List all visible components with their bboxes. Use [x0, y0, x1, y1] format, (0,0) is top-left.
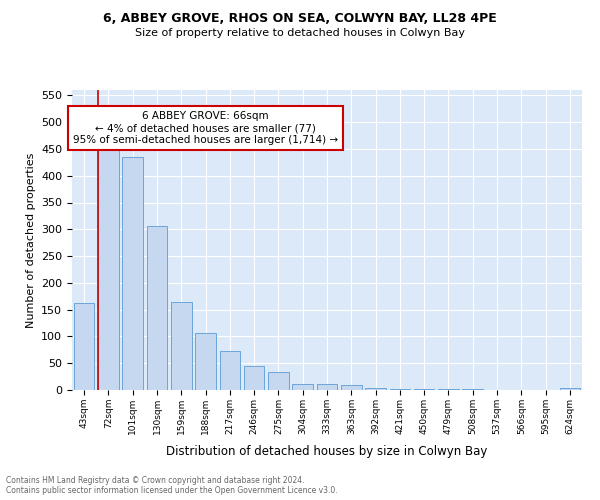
Bar [220, 351, 240, 390]
Bar [268, 372, 289, 390]
Y-axis label: Number of detached properties: Number of detached properties [26, 152, 35, 328]
Bar [171, 302, 191, 390]
Bar [317, 384, 337, 390]
Bar [195, 333, 216, 390]
Bar [122, 157, 143, 390]
Text: Size of property relative to detached houses in Colwyn Bay: Size of property relative to detached ho… [135, 28, 465, 38]
Bar [98, 149, 119, 390]
Bar [365, 388, 386, 390]
Bar [341, 385, 362, 390]
Bar [560, 388, 580, 390]
Bar [244, 366, 265, 390]
Text: Contains HM Land Registry data © Crown copyright and database right 2024.
Contai: Contains HM Land Registry data © Crown c… [6, 476, 338, 495]
Bar [292, 384, 313, 390]
Bar [389, 389, 410, 390]
Bar [74, 302, 94, 390]
Text: 6 ABBEY GROVE: 66sqm
← 4% of detached houses are smaller (77)
95% of semi-detach: 6 ABBEY GROVE: 66sqm ← 4% of detached ho… [73, 112, 338, 144]
Bar [146, 226, 167, 390]
Text: 6, ABBEY GROVE, RHOS ON SEA, COLWYN BAY, LL28 4PE: 6, ABBEY GROVE, RHOS ON SEA, COLWYN BAY,… [103, 12, 497, 26]
X-axis label: Distribution of detached houses by size in Colwyn Bay: Distribution of detached houses by size … [166, 445, 488, 458]
